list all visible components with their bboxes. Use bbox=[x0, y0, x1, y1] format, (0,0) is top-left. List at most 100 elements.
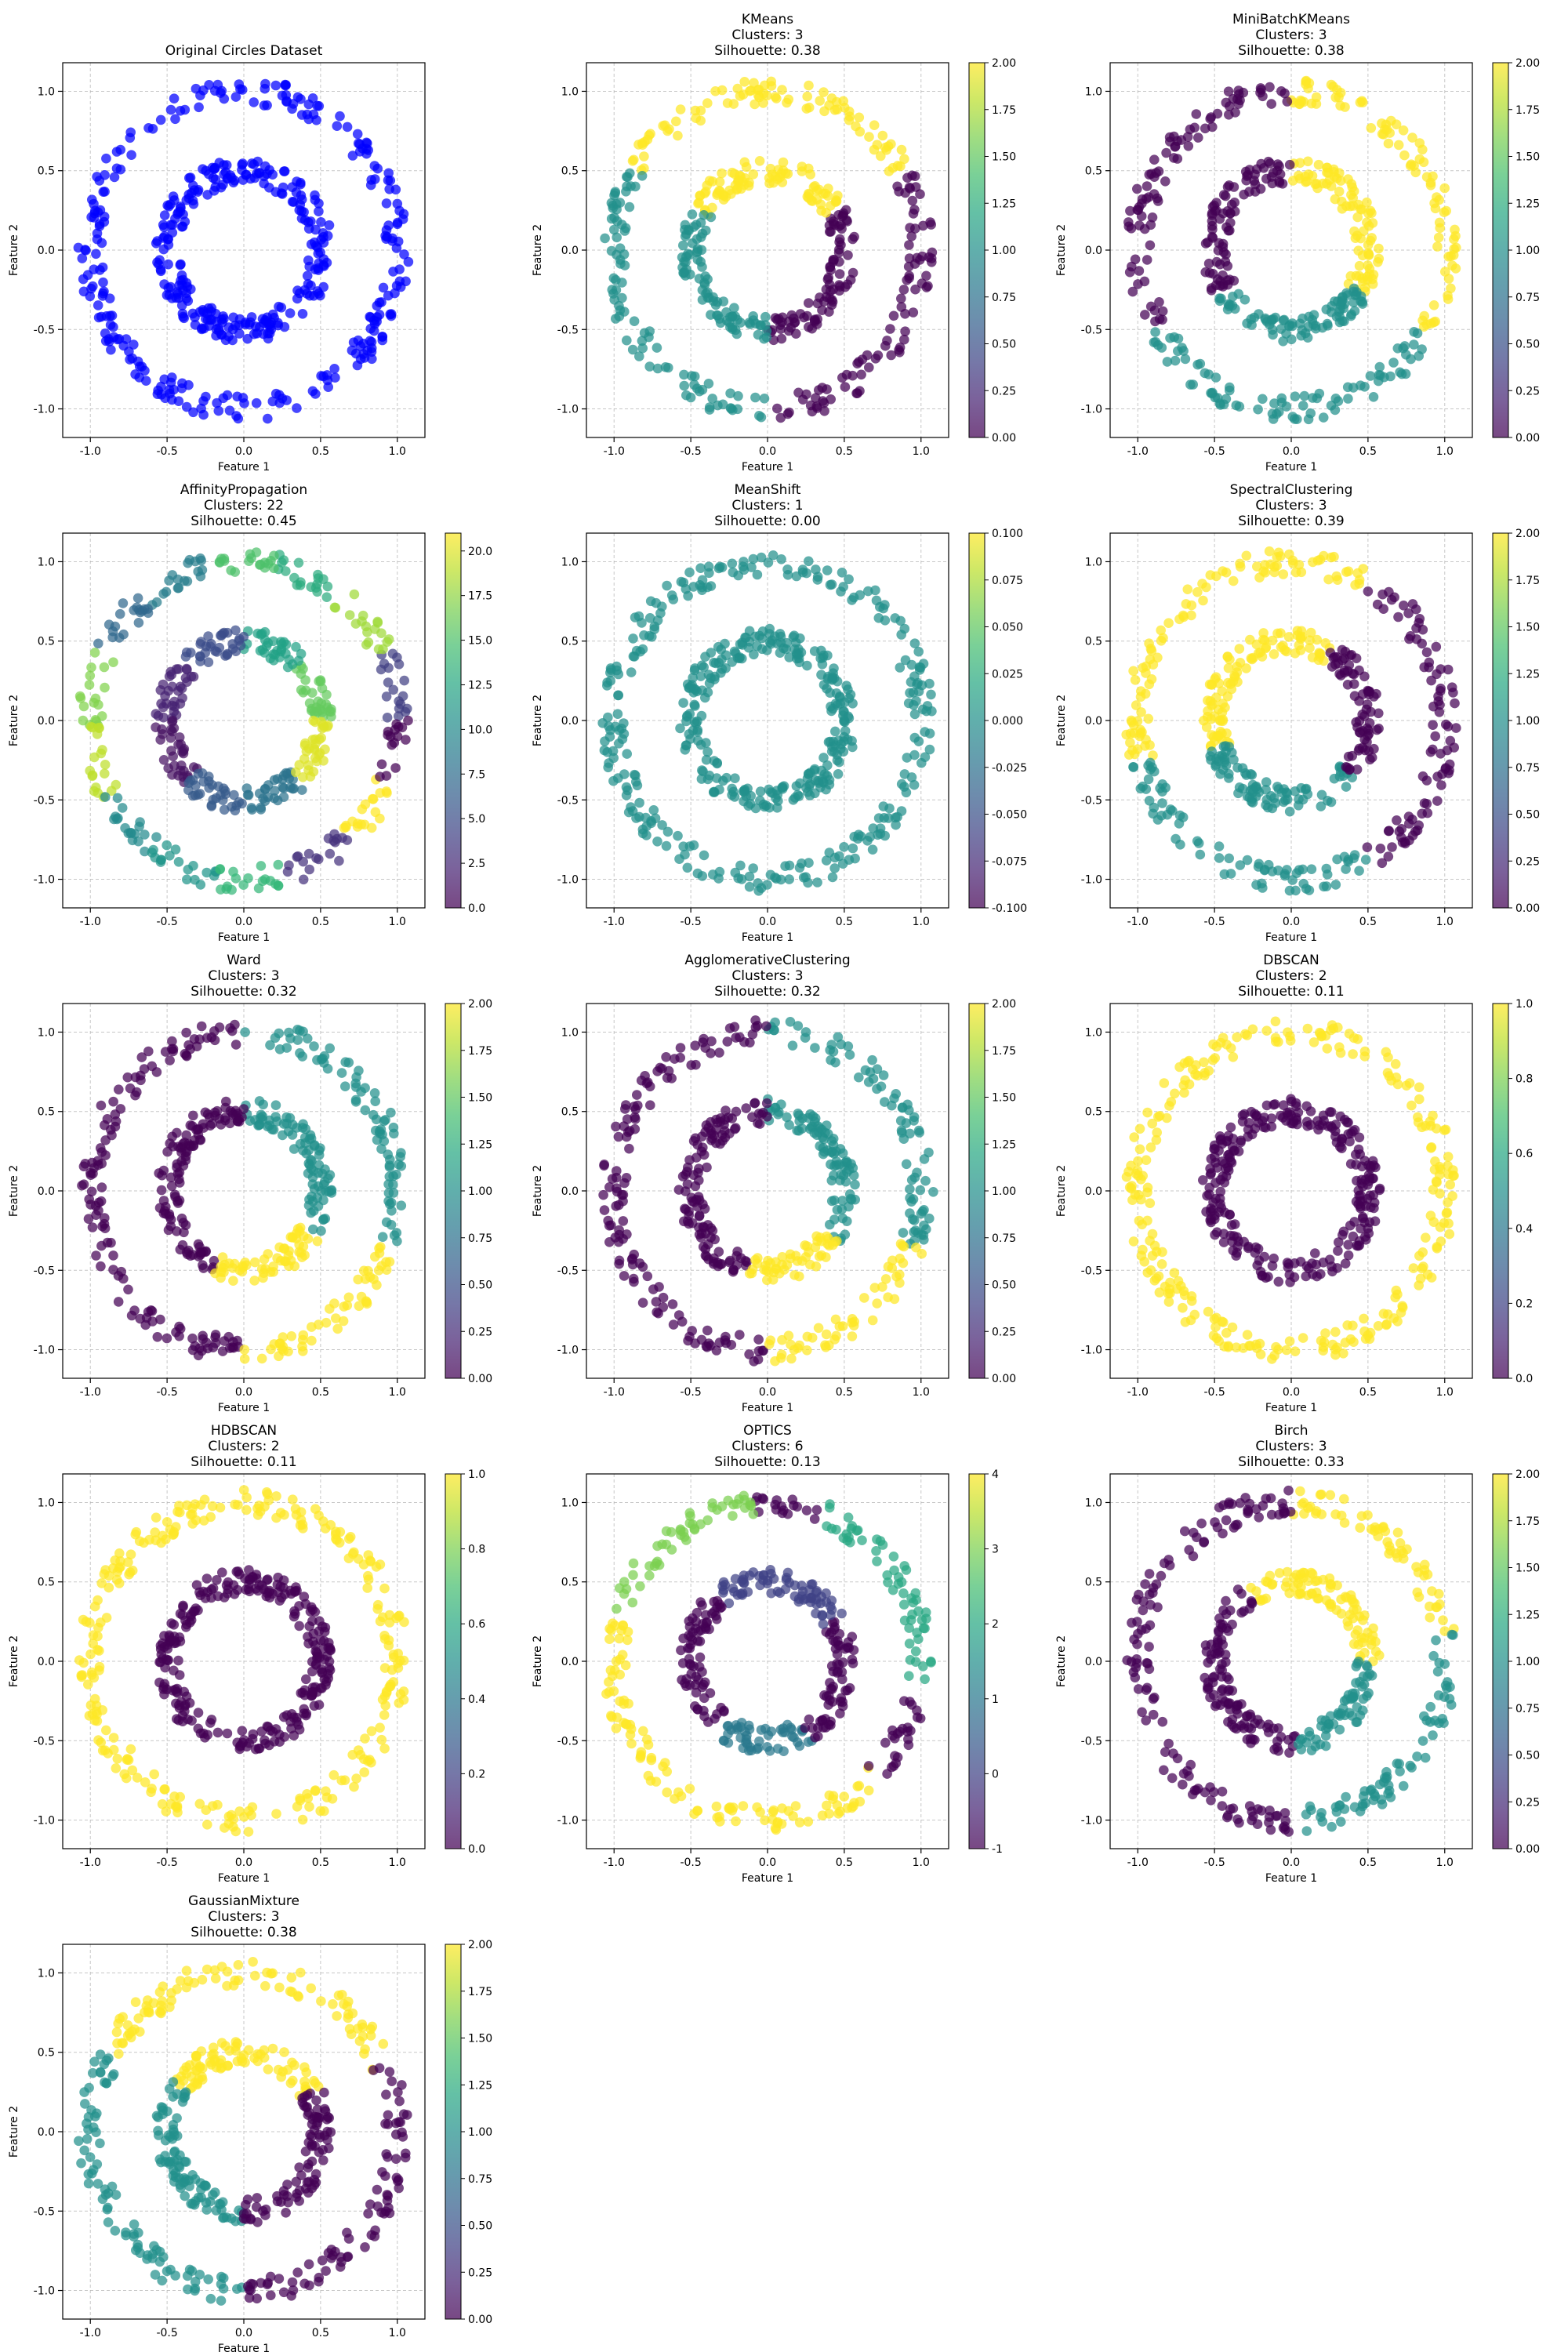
data-point bbox=[612, 665, 622, 676]
data-point bbox=[826, 394, 836, 405]
data-point bbox=[681, 740, 691, 751]
data-point bbox=[684, 567, 695, 578]
data-point bbox=[867, 1315, 878, 1326]
colorbar-tick-label: 1.00 bbox=[1515, 245, 1540, 257]
data-point bbox=[1195, 849, 1206, 860]
data-point bbox=[234, 636, 245, 646]
data-point bbox=[887, 1263, 898, 1273]
data-point bbox=[1444, 1229, 1455, 1240]
data-point bbox=[873, 613, 884, 623]
data-point bbox=[120, 822, 130, 833]
data-point bbox=[225, 1023, 235, 1033]
data-point bbox=[1410, 167, 1421, 178]
data-point bbox=[641, 812, 651, 823]
data-point bbox=[278, 1332, 289, 1342]
data-point bbox=[313, 696, 324, 706]
data-point bbox=[270, 187, 281, 198]
data-point bbox=[1418, 321, 1429, 332]
data-point bbox=[1396, 824, 1406, 834]
data-point bbox=[834, 245, 844, 255]
data-point bbox=[739, 564, 750, 575]
data-point bbox=[740, 1256, 750, 1266]
data-point bbox=[700, 652, 710, 662]
data-point bbox=[818, 87, 829, 97]
colorbar-tick-label: 0.100 bbox=[992, 528, 1023, 540]
data-point bbox=[183, 379, 194, 390]
colorbar-tick-label: 0.00 bbox=[468, 1373, 492, 1385]
data-point bbox=[96, 311, 107, 322]
data-point bbox=[224, 405, 235, 416]
data-point bbox=[1291, 868, 1302, 878]
colorbar bbox=[968, 1003, 985, 1379]
data-point bbox=[704, 402, 715, 412]
y-tick-label: 0.0 bbox=[38, 1185, 55, 1198]
data-point bbox=[702, 774, 713, 785]
data-point bbox=[867, 844, 878, 855]
data-point bbox=[1409, 339, 1419, 350]
data-point bbox=[203, 303, 214, 314]
data-point bbox=[1246, 769, 1256, 779]
y-tick-label: 0.5 bbox=[1085, 636, 1102, 648]
data-point bbox=[185, 172, 196, 183]
data-point bbox=[1142, 181, 1152, 191]
data-point bbox=[260, 78, 270, 89]
data-point bbox=[830, 1057, 840, 1068]
data-point bbox=[1426, 675, 1436, 686]
data-point bbox=[85, 1170, 96, 1180]
data-point bbox=[1143, 713, 1154, 724]
data-point bbox=[710, 1124, 721, 1135]
y-tick-label: 0.5 bbox=[1085, 165, 1102, 178]
subplot-subtitle: Clusters: 3 bbox=[1255, 498, 1327, 514]
data-point bbox=[1348, 679, 1359, 689]
data-point bbox=[378, 282, 389, 293]
data-point bbox=[706, 212, 717, 223]
data-point bbox=[273, 859, 284, 870]
data-point bbox=[627, 344, 638, 355]
data-point bbox=[1343, 566, 1354, 576]
data-point bbox=[640, 1071, 650, 1081]
data-point bbox=[279, 166, 290, 176]
data-point bbox=[911, 695, 921, 706]
data-point bbox=[915, 189, 925, 199]
data-point bbox=[1192, 359, 1203, 370]
x-tick-label: 1.0 bbox=[389, 916, 406, 928]
data-point bbox=[693, 1167, 703, 1178]
data-point bbox=[1176, 135, 1187, 145]
data-point bbox=[813, 1323, 824, 1334]
data-point bbox=[1237, 763, 1248, 773]
data-point bbox=[1126, 223, 1137, 234]
colorbar-tick-label: 1.00 bbox=[468, 1185, 492, 1198]
data-point bbox=[372, 163, 383, 174]
colorbar-tick-label: 12.5 bbox=[468, 679, 492, 691]
x-tick-label: -1.0 bbox=[604, 916, 625, 928]
data-point bbox=[764, 784, 774, 795]
data-point bbox=[1298, 878, 1308, 889]
colorbar-tick-label: 0.25 bbox=[992, 1326, 1016, 1338]
axes-frame bbox=[586, 62, 949, 438]
data-point bbox=[678, 698, 688, 708]
data-point bbox=[828, 219, 839, 229]
data-point bbox=[1228, 575, 1239, 586]
data-point bbox=[612, 709, 623, 719]
data-point bbox=[1353, 245, 1363, 256]
data-point bbox=[872, 140, 883, 150]
data-point bbox=[1258, 566, 1269, 576]
data-point bbox=[163, 240, 174, 250]
x-tick-label: 0.5 bbox=[312, 445, 329, 458]
data-point bbox=[81, 245, 91, 256]
data-point bbox=[75, 693, 86, 703]
data-point bbox=[818, 650, 829, 661]
data-point bbox=[299, 215, 310, 226]
data-point bbox=[692, 716, 702, 727]
data-point bbox=[1407, 815, 1417, 825]
data-point bbox=[1326, 552, 1337, 563]
data-point bbox=[1224, 768, 1234, 779]
data-point bbox=[256, 630, 267, 640]
data-point bbox=[196, 1021, 207, 1032]
data-point bbox=[170, 1192, 180, 1202]
data-point bbox=[691, 113, 701, 123]
data-point bbox=[1343, 394, 1353, 404]
data-point bbox=[848, 267, 858, 278]
data-point bbox=[173, 396, 184, 406]
